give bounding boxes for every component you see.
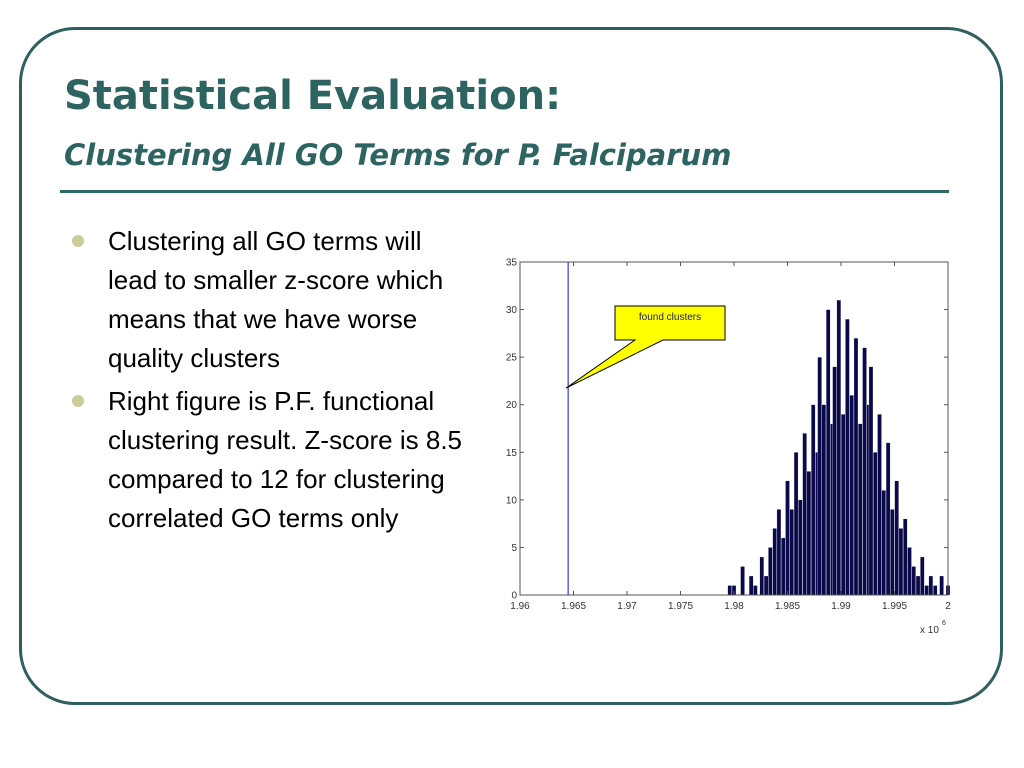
bullet-dot-icon [72, 395, 84, 407]
histogram-bar [727, 585, 732, 596]
histogram-bar [924, 585, 929, 596]
x-tick-label: 2 [945, 601, 951, 612]
x-tick-label: 1.97 [617, 601, 637, 612]
histogram-bar [793, 452, 799, 596]
histogram-bar [894, 480, 899, 596]
histogram-bar [928, 575, 934, 596]
histogram-bar [748, 575, 754, 596]
histogram-bar [806, 471, 812, 596]
y-tick-label: 25 [506, 353, 518, 364]
bar-series [727, 299, 951, 596]
histogram-bar [903, 518, 908, 596]
histogram-bar [832, 366, 837, 596]
histogram-bar [763, 575, 769, 596]
slide-title: Statistical Evaluation: [64, 73, 562, 119]
histogram-bar [862, 347, 867, 596]
x-tick-label: 1.965 [561, 601, 586, 612]
slide-subtitle: Clustering All GO Terms for P. Falciparu… [64, 138, 732, 172]
y-tick-label: 5 [511, 543, 517, 554]
histogram-bar [898, 528, 904, 596]
histogram-bar [802, 433, 807, 596]
histogram-bar [821, 404, 827, 596]
histogram-bar [915, 575, 921, 596]
x-tick-label: 1.985 [775, 601, 800, 612]
slide-frame [19, 27, 1003, 705]
histogram-bar [817, 356, 822, 596]
y-tick-label: 10 [506, 495, 518, 506]
y-tick-label: 20 [506, 400, 518, 411]
histogram-bar [939, 575, 944, 596]
histogram-bar [932, 585, 938, 596]
callout-bubble [565, 305, 726, 389]
x-tick-label: 1.995 [882, 601, 907, 612]
histogram-bar [759, 556, 765, 596]
histogram-bar [753, 585, 758, 596]
histogram-bar [868, 366, 874, 596]
histogram-bar [853, 337, 859, 596]
bullet-item: Clustering all GO terms will lead to sma… [72, 222, 462, 378]
x-multiplier-label: x 10 [920, 625, 939, 636]
histogram-bar [825, 309, 831, 596]
histogram-bar [776, 509, 782, 596]
histogram-bar [877, 414, 882, 596]
bullet-text: Clustering all GO terms will lead to sma… [108, 226, 444, 373]
x-tick-label: 1.99 [831, 601, 851, 612]
histogram-bar [907, 547, 912, 596]
histogram-bar [881, 490, 886, 596]
bullet-list: Clustering all GO terms will lead to sma… [72, 222, 462, 542]
title-divider [60, 190, 949, 193]
x-multiplier-exponent: 6 [942, 620, 946, 627]
histogram-bar [920, 556, 925, 596]
y-tick-label: 0 [511, 591, 517, 602]
histogram-bar [789, 509, 794, 596]
axes: 1.96 1.965 1.97 1.975 1.98 1.985 1.99 1.995 2051… [506, 258, 951, 637]
histogram-bar [885, 442, 891, 596]
histogram-chart: 1.96 1.965 1.97 1.975 1.98 1.985 1.99 1.995 2051… [506, 258, 951, 637]
histogram-bar [873, 452, 878, 596]
annotation-layer: found clusters [565, 262, 726, 595]
y-tick-label: 15 [506, 448, 518, 459]
histogram-bar [836, 299, 842, 596]
x-tick-label: 1.96 [510, 601, 530, 612]
histogram-bar [890, 509, 895, 596]
histogram-bar [845, 318, 850, 596]
x-tick-label: 1.975 [668, 601, 693, 612]
x-tick-label: 1.98 [724, 601, 744, 612]
histogram-bar [740, 566, 745, 596]
histogram-bar [798, 499, 803, 596]
bullet-dot-icon [72, 235, 84, 247]
bullet-text: Right figure is P.F. functional clusteri… [108, 386, 463, 533]
histogram-bar [781, 537, 786, 596]
bullet-item: Right figure is P.F. functional clusteri… [72, 382, 462, 538]
histogram-bar [849, 395, 854, 596]
callout-label: found clusters [639, 312, 701, 323]
histogram-bar [840, 414, 846, 596]
y-tick-label: 35 [506, 258, 518, 269]
histogram-bar [911, 566, 916, 596]
histogram-bar [810, 404, 816, 596]
histogram-bar [785, 480, 790, 596]
histogram-bar [772, 528, 777, 596]
histogram-bar [768, 547, 773, 596]
histogram-bar [858, 423, 863, 596]
y-tick-label: 30 [506, 305, 518, 316]
